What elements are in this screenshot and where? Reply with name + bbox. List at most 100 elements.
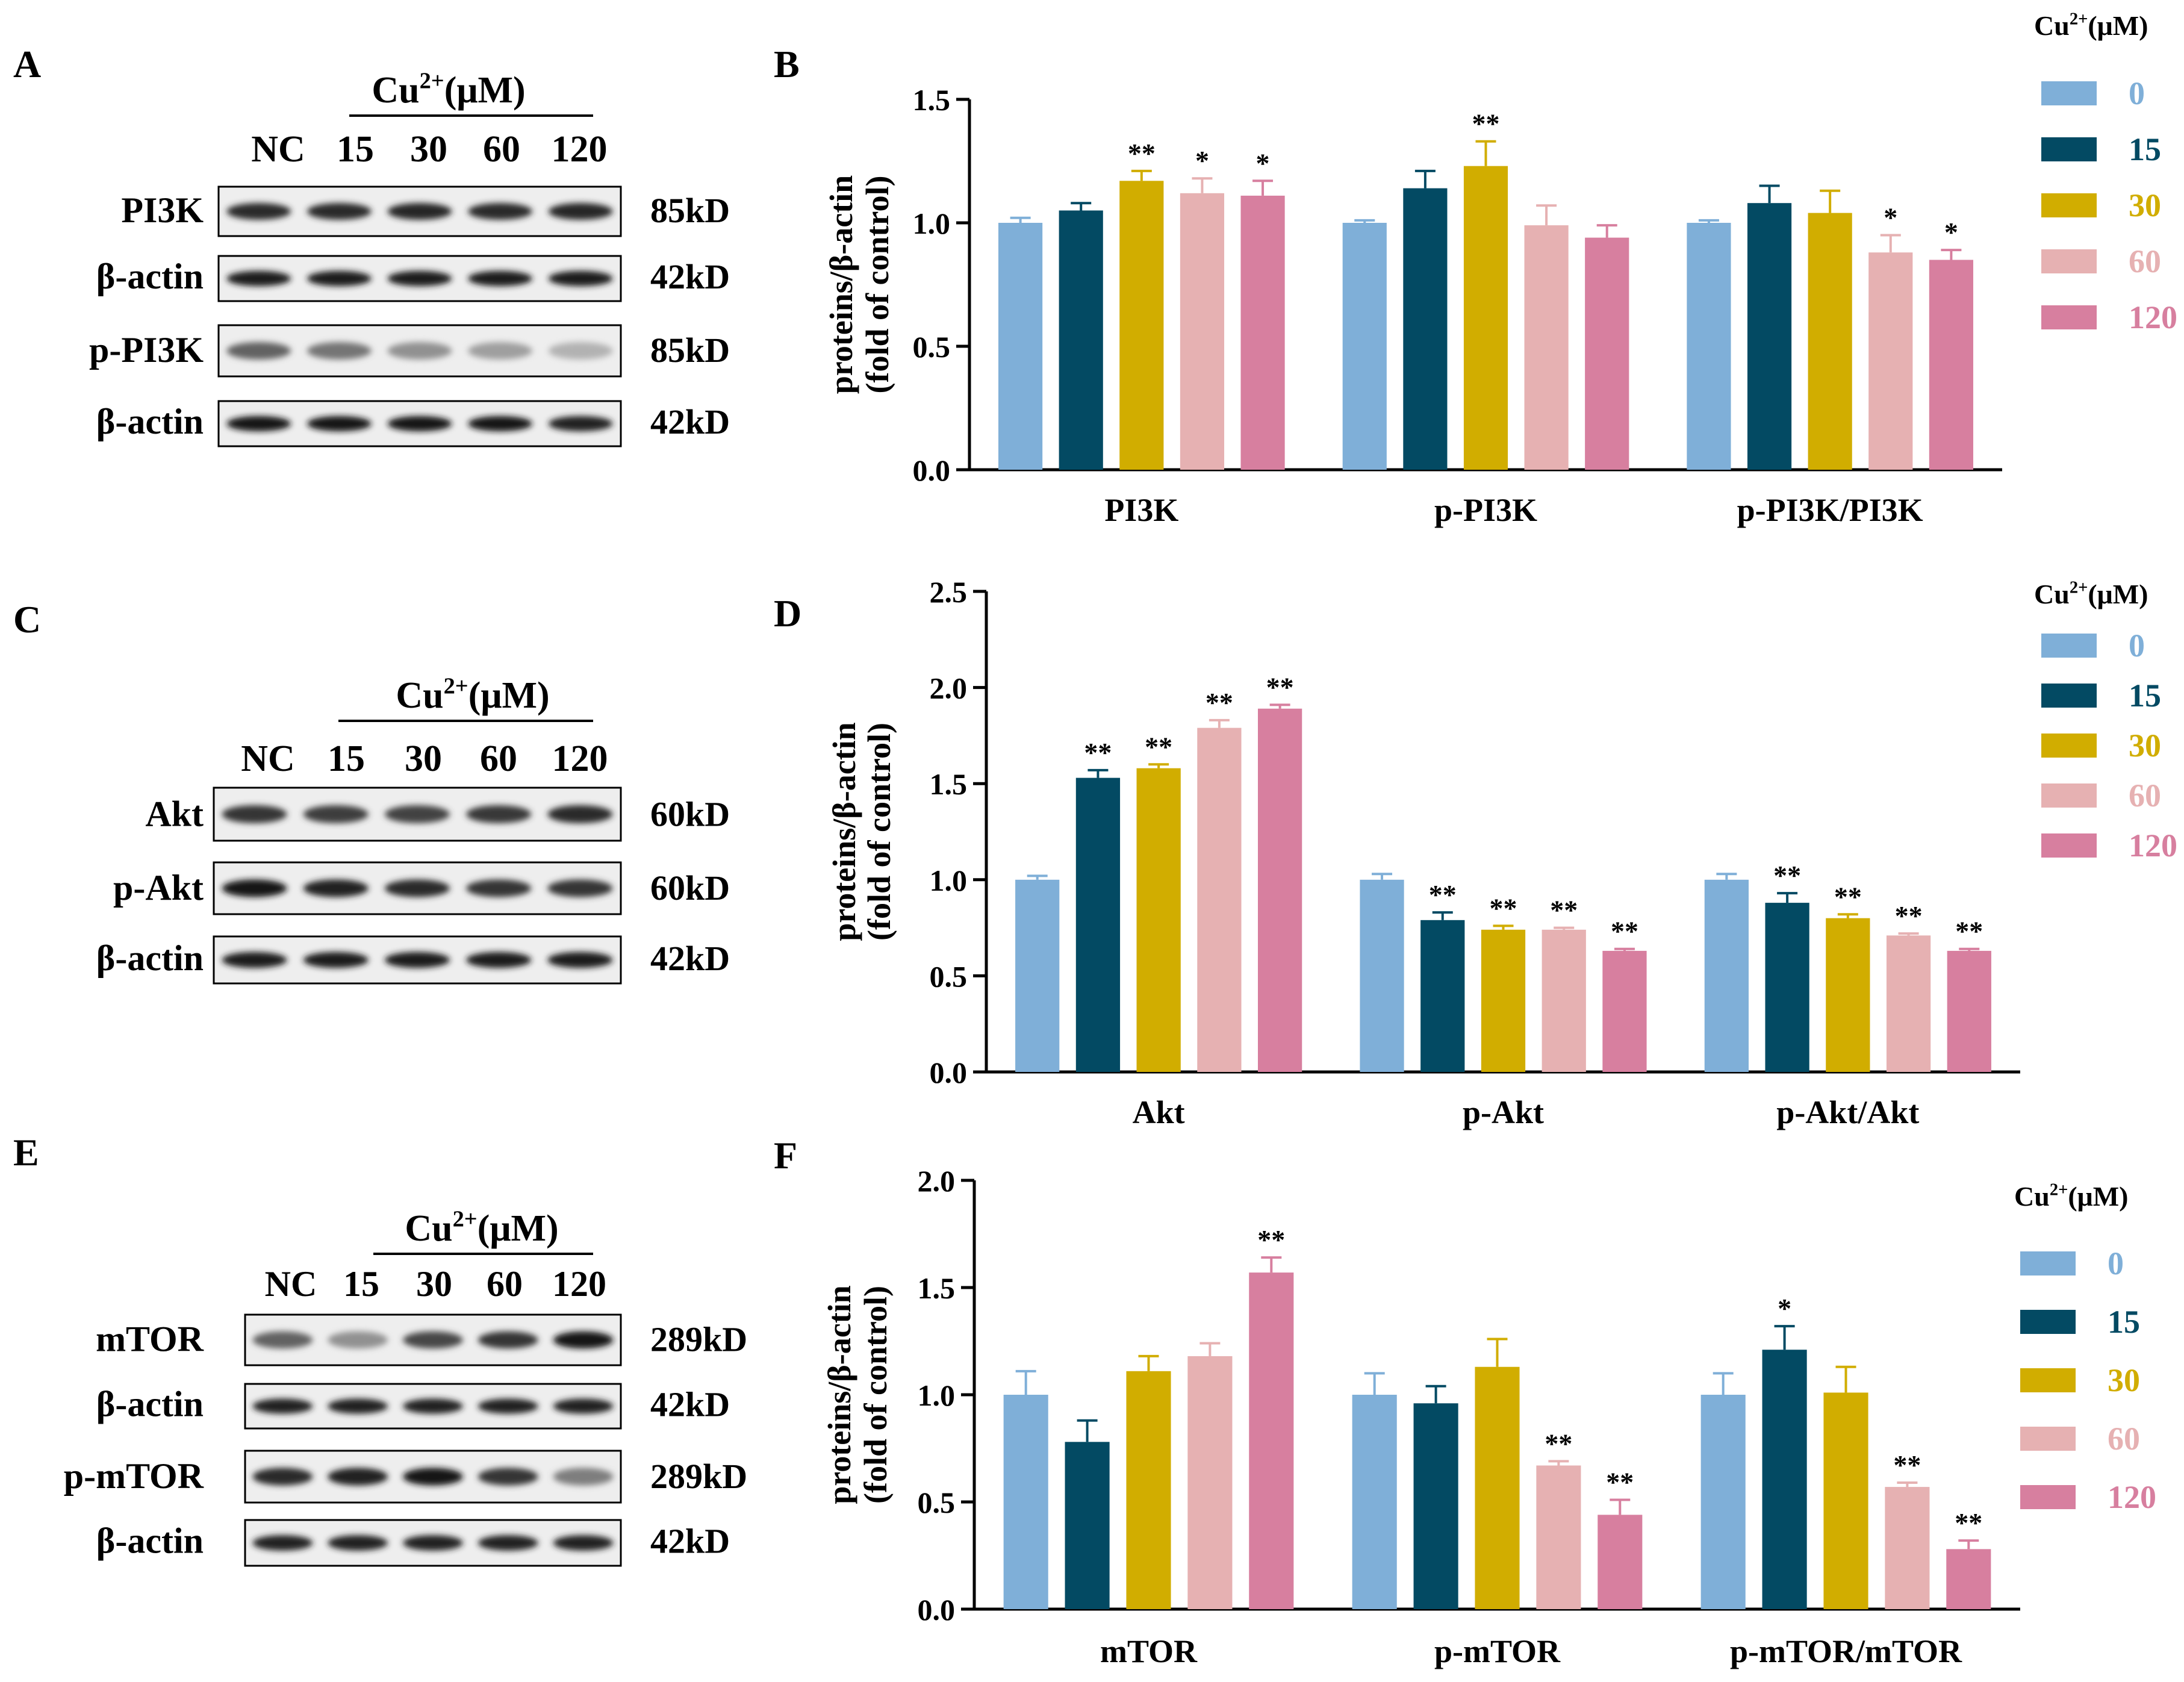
y-tick-label: 0.0	[913, 453, 951, 487]
blot-band	[387, 270, 452, 287]
bar	[1598, 1515, 1643, 1609]
blot-band	[547, 879, 613, 897]
blot-band	[553, 1331, 614, 1349]
blot-protein-label: Akt	[145, 794, 204, 833]
bar	[1762, 1350, 1807, 1609]
blot-band	[466, 952, 532, 968]
blot-band	[306, 342, 372, 360]
blot-band	[252, 1398, 313, 1414]
blot-row: β-actin 42kD	[96, 1519, 730, 1567]
x-category-label: p-mTOR	[1434, 1633, 1561, 1669]
bar	[1524, 225, 1569, 470]
bar	[1542, 929, 1586, 1072]
significance-mark: **	[1145, 731, 1172, 762]
bar	[1257, 708, 1302, 1072]
blot-band	[553, 1468, 614, 1486]
bar	[1075, 777, 1121, 1072]
blot-protein-label: β-actin	[96, 257, 204, 296]
legend-label: 30	[2129, 187, 2161, 223]
legend-swatch	[2041, 305, 2097, 329]
significance-mark: **	[1128, 138, 1156, 169]
blot-size-label: 42kD	[650, 1385, 730, 1424]
blot-band	[328, 1535, 388, 1551]
legend-title-element: Cu	[2034, 10, 2070, 41]
legend-swatch	[2041, 249, 2097, 273]
legend-label: 60	[2129, 777, 2161, 814]
bar	[1197, 727, 1242, 1072]
blot-protein-label: p-Akt	[113, 868, 204, 908]
bar	[1585, 237, 1629, 470]
legend-swatch	[2020, 1368, 2076, 1392]
bar	[1808, 213, 1852, 470]
blot-row: p-mTOR 289kD	[64, 1450, 747, 1504]
lane-label: 15	[343, 1264, 379, 1304]
panel-letter-b: B	[774, 43, 800, 86]
x-category-label: PI3K	[1104, 492, 1178, 528]
legend-swatch	[2041, 833, 2097, 858]
significance-mark: **	[1472, 108, 1500, 139]
blot-band	[548, 270, 613, 287]
blot-band	[403, 1331, 463, 1349]
lane-label: 15	[328, 738, 365, 779]
blot-row: p-PI3K 85kD	[89, 324, 730, 378]
blot-treatment-title: Cu2+(μM)	[405, 1206, 558, 1249]
bar	[1929, 260, 1973, 470]
legend-swatch	[2020, 1310, 2076, 1334]
blot-band	[468, 203, 533, 220]
lane-label: 30	[405, 738, 442, 779]
significance-mark: **	[1955, 1507, 1982, 1538]
blot-protein-label: p-PI3K	[89, 330, 204, 370]
bar	[1885, 1487, 1930, 1609]
bar	[1059, 210, 1103, 470]
x-category-label: p-Akt	[1463, 1094, 1544, 1130]
blot-band	[384, 805, 450, 823]
blot-band	[252, 1535, 313, 1551]
lane-label: NC	[251, 129, 305, 170]
blot-band	[548, 416, 613, 432]
significance-mark: **	[1893, 1450, 1921, 1480]
lane-label: 120	[552, 1264, 606, 1304]
bar	[998, 223, 1043, 470]
panel-letter-a: A	[13, 43, 41, 86]
legend-swatch	[2041, 81, 2097, 105]
bar	[1602, 950, 1647, 1072]
blot-treatment-title-superscript: 2+	[420, 68, 444, 93]
blot-protein-label: mTOR	[96, 1319, 204, 1359]
significance-mark: **	[1429, 879, 1457, 910]
blot-band	[384, 879, 450, 897]
significance-mark: **	[1490, 892, 1517, 923]
blot-band	[387, 416, 452, 432]
blot-band	[553, 1398, 614, 1414]
blot-size-label: 289kD	[650, 1457, 747, 1496]
blot-band	[403, 1468, 463, 1486]
bar	[1065, 1442, 1110, 1609]
bar	[1240, 195, 1285, 470]
blot-size-label: 42kD	[650, 939, 730, 978]
y-tick-label: 1.0	[930, 864, 968, 897]
blot-row: p-Akt 60kD	[113, 861, 730, 915]
legend-swatch	[2020, 1485, 2076, 1509]
legend-title-superscript: 2+	[2070, 10, 2088, 29]
y-axis-label: proteins/β-actin	[821, 1285, 857, 1504]
bar-chart-f: 0.0 0.5 1.0 1.5 2.0 proteins/β-actin (fold of …	[821, 1164, 2156, 1669]
blot-row: β-actin 42kD	[96, 400, 730, 447]
blot-band	[478, 1468, 538, 1486]
significance-mark: **	[1266, 671, 1294, 702]
blot-band	[553, 1535, 614, 1551]
bar	[1342, 223, 1387, 470]
y-axis-label: proteins/β-actin	[826, 722, 862, 941]
lane-label: 30	[416, 1264, 452, 1304]
bar	[1536, 1465, 1581, 1609]
x-category-label: p-PI3K/PI3K	[1737, 492, 1923, 528]
legend-title: Cu2+(μM)	[2014, 1181, 2128, 1212]
blot-band	[466, 805, 532, 823]
blot-band	[222, 805, 287, 823]
blot-band	[547, 952, 613, 968]
x-category-label: mTOR	[1100, 1633, 1198, 1669]
bar-chart-b: 0.0 0.5 1.0 1.5 proteins/β-actin (fold of con…	[823, 10, 2177, 528]
bar	[1015, 879, 1060, 1072]
blot-treatment-title-superscript: 2+	[444, 673, 468, 699]
y-tick-label: 1.5	[930, 767, 968, 801]
blot-size-label: 85kD	[650, 331, 730, 370]
legend-title-element: Cu	[2014, 1181, 2050, 1212]
